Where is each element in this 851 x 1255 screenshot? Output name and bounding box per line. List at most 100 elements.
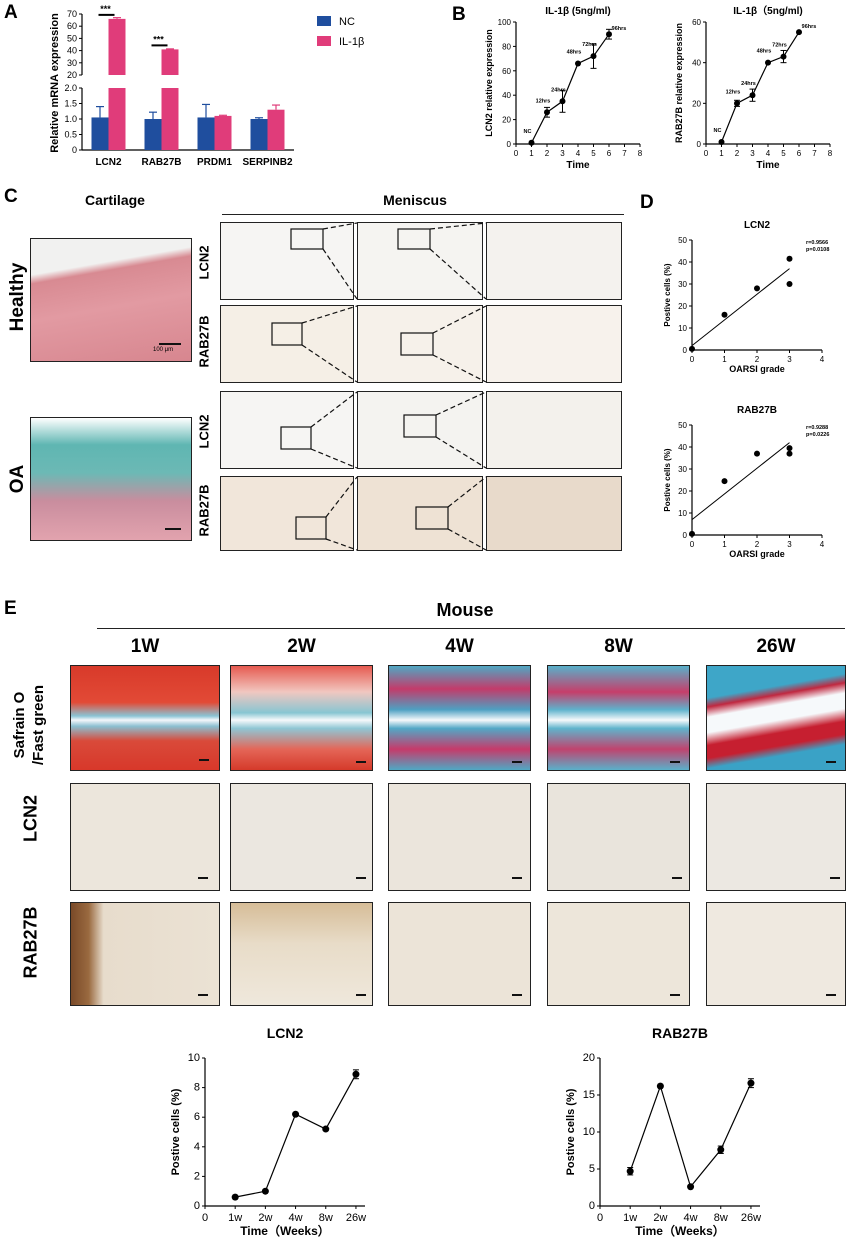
cartilage-oa-image: [30, 417, 192, 541]
point-label: 48hrs: [567, 49, 582, 55]
fit-line: [691, 268, 790, 346]
x-tick-label: RAB27B: [141, 157, 181, 168]
data-point: [590, 53, 597, 60]
chart-b2: 0 20 40 60 0 1 2 3 4 5 6 7 8 IL-1β（5ng/ml) Time RAB27B …: [674, 4, 833, 171]
scale-bar-label: 100 μm: [153, 347, 174, 353]
x-tick-label: 2: [735, 149, 740, 158]
y-tick-label: 60: [67, 21, 77, 31]
y-axis-label: LCN2 relative expression: [484, 29, 494, 137]
y-tick-label: 15: [583, 1089, 595, 1101]
chart-a-plot: 20 30 40 50 60 70 0 0.5 1.0 1.5 2.0 LCN2 *** RAB27B **…: [64, 4, 294, 168]
meniscus-lcn2-oa-low: [220, 391, 354, 469]
y-tick-label: 40: [502, 91, 511, 100]
x-tick-label: 5: [781, 149, 786, 158]
zoom-connector: [310, 448, 358, 469]
zoom-connector: [325, 476, 358, 518]
meniscus-lcn2-healthy-mid: [357, 222, 483, 300]
x-tick-label: 8w: [319, 1212, 333, 1224]
x-axis-label: Time: [566, 160, 590, 171]
zoom-connector: [447, 528, 487, 551]
x-tick-label: PRDM1: [197, 157, 232, 168]
data-point: [544, 109, 550, 116]
data-point: [575, 60, 581, 67]
y-tick-label: 20: [678, 487, 687, 496]
x-tick-label: 1w: [228, 1212, 242, 1224]
zoom-connector: [435, 436, 487, 469]
data-point: [754, 285, 760, 292]
y-tick-label: 40: [678, 258, 687, 267]
ihc-lcn2-1w-image: [70, 783, 220, 891]
y-tick-label: 20: [502, 116, 511, 125]
scale-bar: [159, 343, 181, 345]
y-tick-label: 2: [194, 1170, 200, 1182]
panel-letter-a: A: [4, 2, 18, 23]
point-label: NC: [524, 129, 532, 135]
meniscus-rab27b-healthy-high: [486, 305, 622, 383]
x-tick-label: 0: [514, 149, 519, 158]
x-tick-label: 0: [597, 1212, 603, 1224]
y-tick-label: 0.5: [64, 130, 77, 140]
y-tick-label: 0: [697, 140, 702, 149]
chart-e2: 0 5 10 15 20 0 1w 2w 4w 8w 26w RAB27B Time（Weeks） Pos…: [565, 1025, 761, 1238]
safranin-2w-image: [230, 665, 373, 771]
x-axis-label: OARSI grade: [729, 549, 785, 559]
x-tick-label: LCN2: [95, 157, 122, 168]
data-point: [734, 100, 740, 107]
zoom-connector: [429, 222, 487, 230]
y-tick-label: 40: [692, 59, 701, 68]
data-point: [721, 311, 728, 318]
ihc-lcn2-2w-image: [230, 783, 373, 891]
y-tick-label: 0: [589, 1200, 595, 1212]
zoom-box: [415, 506, 449, 530]
point-label: NC: [714, 128, 722, 134]
y-tick-label: 0: [194, 1200, 200, 1212]
zoom-box: [290, 228, 324, 250]
y-tick-label: 100: [498, 18, 512, 27]
y-axis-label: RAB27B relative expression: [674, 23, 684, 143]
timepoint-header: 26W: [756, 636, 796, 657]
data-point: [687, 1183, 695, 1191]
meniscus-underline: [222, 214, 624, 215]
y-axis-label: Postive cells (%): [663, 263, 672, 326]
y-tick-label: 30: [678, 280, 687, 289]
x-tick-label: 8: [638, 149, 643, 158]
meniscus-rab27b-healthy-low: [220, 305, 354, 383]
mouse-header: Mouse: [436, 600, 494, 620]
meniscus-lcn2-oa-mid: [357, 391, 483, 469]
zoom-connector: [432, 305, 487, 334]
data-point: [780, 53, 787, 60]
timepoint-header: 4W: [445, 636, 474, 657]
x-tick-label: 2w: [258, 1212, 272, 1224]
x-tick-label: 8: [828, 149, 833, 158]
y-tick-label: 40: [67, 46, 77, 56]
data-point: [261, 1187, 269, 1195]
data-point: [656, 1082, 664, 1090]
data-point: [717, 1146, 725, 1154]
ihc-rab27b-8w-image: [547, 902, 690, 1006]
y-tick-label: 8: [194, 1082, 200, 1094]
data-point: [626, 1167, 634, 1175]
x-tick-label: 26w: [346, 1212, 366, 1224]
y-tick-label: 10: [678, 509, 687, 518]
data-point: [747, 1079, 755, 1087]
safranin-26w-image: [706, 665, 846, 771]
y-tick-label: 20: [678, 302, 687, 311]
x-tick-label: 7: [812, 149, 817, 158]
meniscus-header: Meniscus: [383, 192, 447, 208]
y-tick-label: 70: [67, 9, 77, 19]
x-tick-label: 7: [622, 149, 627, 158]
mouse-underline: [97, 628, 845, 629]
timepoint-header: 1W: [130, 636, 160, 657]
y-tick-label: 4: [194, 1141, 200, 1153]
ihc-rab27b-2w-image: [230, 902, 373, 1006]
bar: [250, 119, 268, 150]
data-point: [352, 1070, 360, 1078]
x-tick-label: 6: [607, 149, 612, 158]
data-point: [786, 445, 793, 452]
meniscus-lcn2-healthy-low: [220, 222, 354, 300]
x-axis-label: Time: [756, 160, 780, 171]
series-line: [235, 1073, 357, 1198]
point-label: 12hrs: [536, 98, 551, 104]
y-tick-label: 0: [683, 531, 688, 540]
data-point: [718, 138, 725, 145]
